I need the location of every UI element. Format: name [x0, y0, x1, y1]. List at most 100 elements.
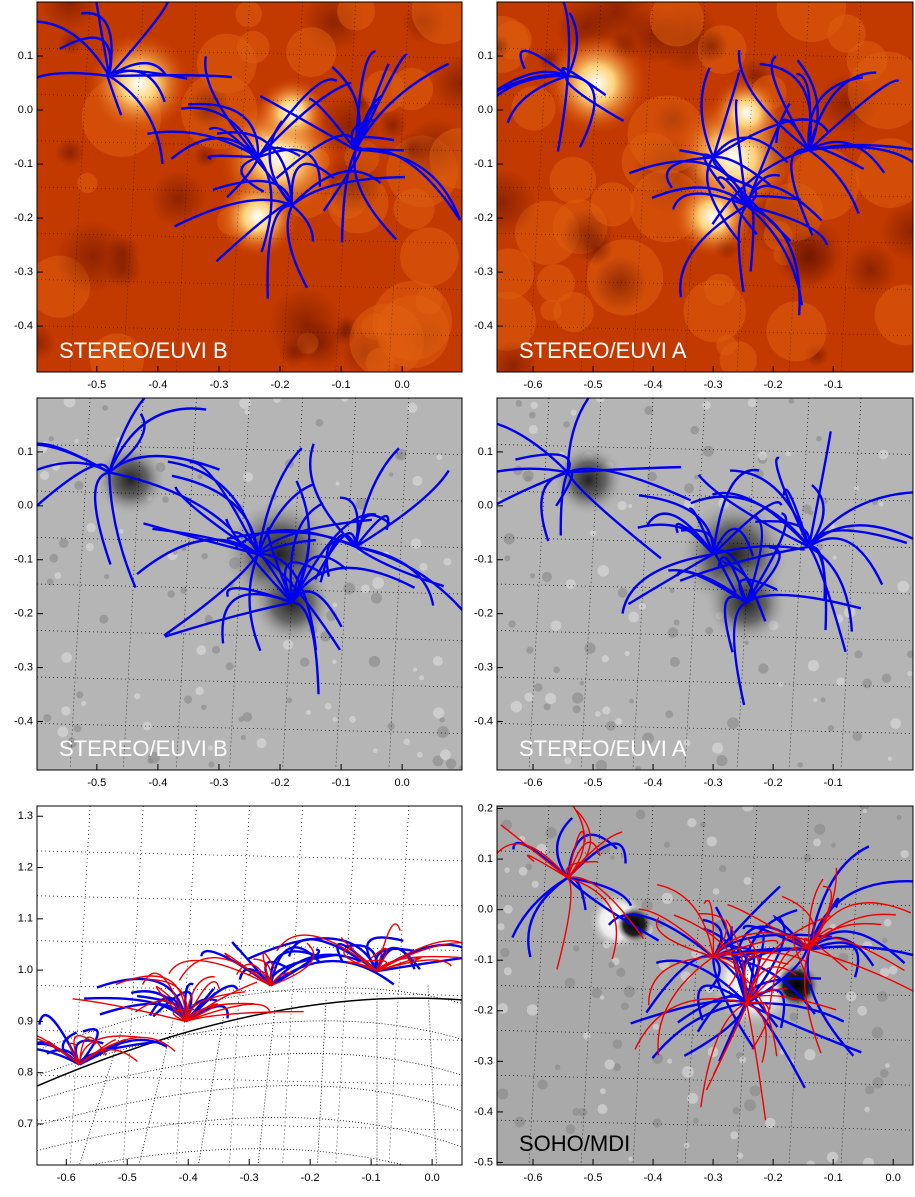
- field-line: [276, 934, 378, 972]
- x-tick-label: -0.6: [57, 1172, 76, 1184]
- frame: [496, 1, 914, 373]
- texture: [208, 761, 215, 768]
- field-line: [700, 1002, 747, 1108]
- field-line: [108, 69, 166, 103]
- field-line: [651, 186, 748, 207]
- texture: [368, 655, 381, 668]
- texture: [105, 234, 141, 270]
- texture: [63, 398, 76, 408]
- grid-overlay: [497, 47, 913, 59]
- texture: [503, 533, 515, 545]
- field-line: [497, 422, 569, 474]
- texture: [599, 995, 605, 1000]
- panel-label: STEREO/EUVI B: [59, 338, 228, 363]
- field-line: [212, 179, 294, 206]
- field-line: [808, 140, 886, 174]
- field-line: [656, 883, 715, 957]
- field-line: [291, 170, 382, 207]
- field-line: [376, 955, 462, 972]
- texture: [337, 2, 376, 31]
- texture: [57, 726, 69, 738]
- x-tick-label: -0.5: [87, 379, 106, 391]
- field-line: [638, 908, 714, 958]
- y-tick-label: -0.2: [474, 608, 493, 620]
- texture: [528, 424, 538, 434]
- texture: [806, 1160, 815, 1165]
- y-tick-label: 0.0: [478, 500, 493, 512]
- grid-overlay: [229, 2, 250, 372]
- field-line: [256, 78, 338, 159]
- field-line: [527, 876, 569, 958]
- x-tick-label: -0.4: [179, 1172, 198, 1184]
- texture: [563, 421, 570, 428]
- lat-lon-grid: [37, 1053, 462, 1101]
- field-line: [341, 937, 378, 972]
- texture: [54, 572, 62, 579]
- field-line: [705, 156, 742, 244]
- field-line: [713, 951, 807, 963]
- texture: [628, 611, 640, 623]
- texture: [846, 991, 857, 1002]
- grid-overlay: [37, 279, 462, 290]
- y-tick-label: 0.0: [18, 104, 33, 116]
- grid-overlay: [37, 630, 462, 641]
- texture: [613, 1063, 621, 1072]
- x-tick-label: -0.6: [524, 777, 543, 789]
- x-tick-label: 0.0: [424, 1172, 439, 1184]
- y-tick-label: -0.3: [474, 266, 493, 278]
- texture: [718, 864, 727, 873]
- texture: [545, 692, 557, 705]
- texture: [838, 952, 849, 964]
- texture: [142, 721, 152, 731]
- field-line: [634, 998, 747, 1050]
- x-tick-label: -0.4: [644, 379, 663, 391]
- texture: [225, 662, 234, 671]
- field-line: [745, 102, 791, 206]
- texture: [437, 726, 449, 738]
- grid-overlay: [37, 186, 462, 198]
- texture: [333, 323, 356, 346]
- x-tick-label: 0.0: [395, 777, 410, 789]
- grid-overlay: [282, 2, 303, 372]
- texture: [857, 1005, 868, 1016]
- grid-overlay: [497, 94, 913, 105]
- field-line: [712, 527, 755, 557]
- field-line: [174, 198, 293, 228]
- field-line: [567, 877, 618, 960]
- y-tick-label: 0.1: [478, 853, 493, 865]
- x-tick-label: -0.2: [764, 777, 783, 789]
- texture: [407, 402, 418, 413]
- field-line: [808, 537, 884, 586]
- x-tick-label: -0.2: [271, 777, 290, 789]
- texture: [644, 406, 654, 415]
- field-line: [710, 547, 737, 594]
- field-line: [737, 50, 810, 151]
- field-line: [291, 590, 343, 628]
- texture: [238, 716, 245, 723]
- texture: [667, 1058, 673, 1064]
- field-line: [727, 904, 810, 951]
- grid-overlay: [497, 490, 913, 502]
- field-line: [746, 1001, 845, 1023]
- grid-overlay: [528, 2, 550, 372]
- field-line: [697, 913, 728, 958]
- y-tick-label: 0.8: [18, 1067, 33, 1079]
- field-line: [224, 952, 272, 987]
- texture: [788, 398, 795, 404]
- grid-overlay: [497, 940, 913, 951]
- texture: [595, 711, 601, 717]
- field-line: [742, 924, 810, 951]
- texture: [149, 170, 207, 228]
- texture: [432, 656, 443, 666]
- texture: [669, 587, 675, 593]
- field-line: [567, 876, 633, 907]
- texture: [162, 496, 169, 503]
- texture: [180, 587, 187, 594]
- field-line: [712, 1003, 748, 1075]
- texture: [315, 419, 324, 427]
- image: [37, 398, 462, 770]
- grid-overlay: [497, 1119, 913, 1131]
- texture: [820, 697, 826, 703]
- field-line: [290, 566, 416, 604]
- x-tick-label: -0.3: [240, 1172, 259, 1184]
